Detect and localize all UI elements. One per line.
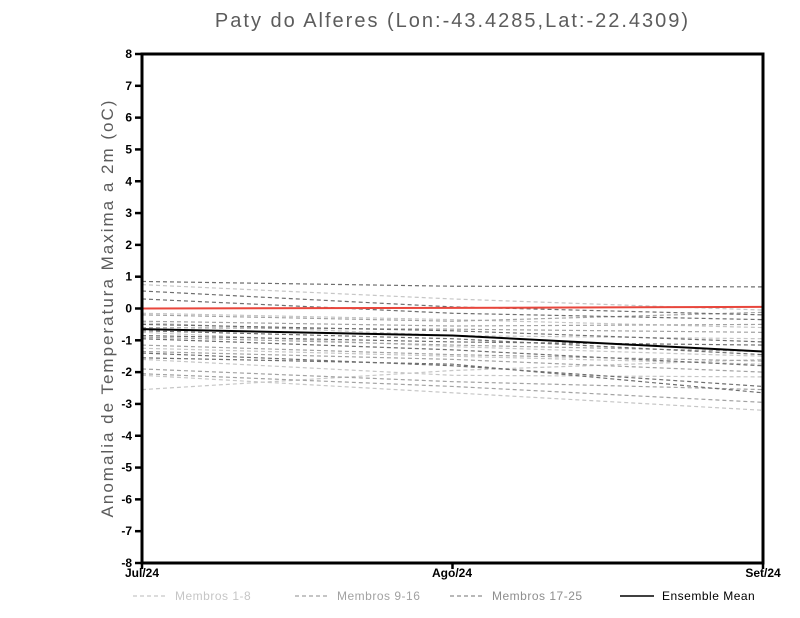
member-line-g3-4 <box>141 323 764 343</box>
y-tick-label: -3 <box>121 397 132 411</box>
member-line-g3-3 <box>141 298 764 321</box>
x-tick-label-jul: Jul/24 <box>124 566 160 580</box>
x-tick-label-set: Set/24 <box>745 566 781 580</box>
member-line-g2-2 <box>141 320 764 327</box>
y-tick-label: -6 <box>121 492 132 506</box>
y-tick-label: 8 <box>125 47 132 61</box>
member-line-g3-5 <box>141 330 764 356</box>
legend-label: Membros 9-16 <box>337 589 421 603</box>
zero-anomaly-line <box>141 305 764 310</box>
y-tick-label: 4 <box>125 174 132 188</box>
member-line-g3-9 <box>141 357 764 394</box>
y-tick-label: 7 <box>125 79 132 93</box>
member-line-g2-7 <box>141 368 764 391</box>
legend-label: Membros 1-8 <box>175 589 252 603</box>
member-line-g1-7 <box>141 374 764 411</box>
member-line-g2-6 <box>141 350 764 373</box>
member-line-g1-5 <box>141 347 764 365</box>
legend-entry-members-9-16: Membros 9-16 <box>295 589 420 603</box>
member-line-g1-8 <box>141 358 764 391</box>
member-line-g3-8 <box>141 352 764 388</box>
legend-entry-members-17-25: Membros 17-25 <box>450 589 583 603</box>
solid-line-sample-icon <box>620 595 654 597</box>
y-tick-label: -1 <box>121 333 132 347</box>
member-line-g2-5 <box>141 344 764 362</box>
member-line-g3-1 <box>141 280 764 288</box>
member-line-g2-1 <box>141 311 764 322</box>
member-line-g1-2 <box>141 312 764 329</box>
member-line-g3-7 <box>141 338 764 367</box>
legend-label: Membros 17-25 <box>492 589 583 603</box>
y-tick-label: 3 <box>125 206 132 220</box>
y-tick-label: 5 <box>125 142 132 156</box>
member-line-g2-8 <box>141 373 764 403</box>
legend-label: Ensemble Mean <box>662 589 756 603</box>
dashed-line-sample-icon <box>133 595 167 597</box>
legend-entry-members-1-8: Membros 1-8 <box>133 589 251 603</box>
x-tick-label-ago: Ago/24 <box>431 566 473 580</box>
y-tick-label: -4 <box>121 429 132 443</box>
member-line-g2-3 <box>141 326 764 333</box>
dashed-line-sample-icon <box>295 595 329 597</box>
y-tick-label: -5 <box>121 461 132 475</box>
legend-entry-ensemble-mean: Ensemble Mean <box>620 589 755 603</box>
y-tick-label: -7 <box>121 524 132 538</box>
member-line-g1-6 <box>141 358 764 378</box>
member-line-g1-4 <box>141 331 764 357</box>
legend: Membros 1-8 Membros 9-16 Membros 17-25 E… <box>0 589 800 605</box>
member-line-g3-6 <box>141 334 764 346</box>
chart-title: Paty do Alferes (Lon:-43.4285,Lat:-22.43… <box>214 10 691 32</box>
dashed-line-sample-icon <box>450 595 484 597</box>
ensemble-mean-line <box>141 328 764 353</box>
y-tick-label: 1 <box>125 270 132 284</box>
y-tick-label: 6 <box>125 111 132 125</box>
y-tick-label: -8 <box>121 556 132 570</box>
member-line-g1-1 <box>141 284 764 311</box>
y-tick-label: -2 <box>121 365 132 379</box>
y-tick-label: 2 <box>125 238 132 252</box>
y-tick-label: 0 <box>125 302 132 316</box>
member-line-g2-4 <box>141 336 764 353</box>
